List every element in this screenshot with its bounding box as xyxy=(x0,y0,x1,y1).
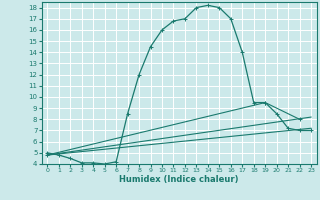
X-axis label: Humidex (Indice chaleur): Humidex (Indice chaleur) xyxy=(119,175,239,184)
